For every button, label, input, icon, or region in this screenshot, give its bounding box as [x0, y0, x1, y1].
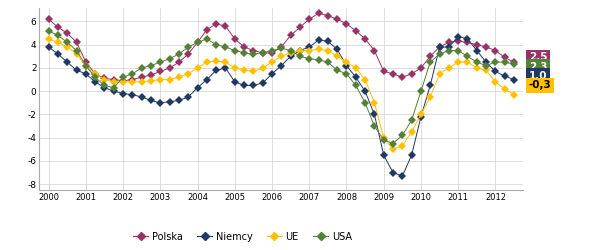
Text: 2,3: 2,3: [529, 62, 548, 72]
Text: -0,3: -0,3: [529, 80, 552, 90]
Text: 1,0: 1,0: [529, 71, 548, 81]
Legend: Polska, Niemcy, UE, USA: Polska, Niemcy, UE, USA: [129, 228, 356, 246]
Text: 2,5: 2,5: [529, 52, 548, 62]
